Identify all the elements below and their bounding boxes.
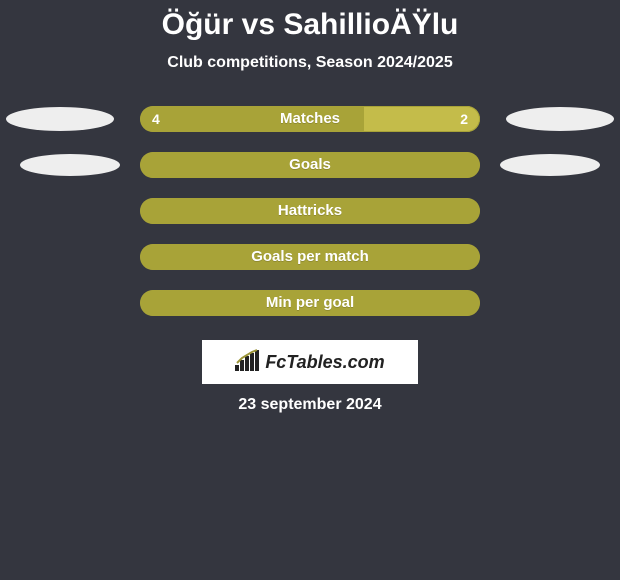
stat-bar: Hattricks (140, 198, 480, 224)
left-ellipse (6, 107, 114, 131)
stat-label: Min per goal (266, 290, 354, 316)
stat-row: Goals per match (0, 234, 620, 280)
stat-row: Hattricks (0, 188, 620, 234)
page-subtitle: Club competitions, Season 2024/2025 (0, 54, 620, 72)
stat-right-value: 2 (460, 106, 468, 132)
stat-bar: Goals per match (140, 244, 480, 270)
stat-bar: Goals (140, 152, 480, 178)
logo-icon (235, 349, 261, 376)
comparison-chart: 4 2 Matches Goals Hattricks Goals per match Mi… (0, 96, 620, 326)
logo-container: FcTables.com (202, 340, 418, 384)
right-ellipse (506, 107, 614, 131)
stat-row: Goals (0, 142, 620, 188)
date-label: 23 september 2024 (0, 396, 620, 414)
left-ellipse (20, 154, 120, 176)
stat-bar: 4 2 Matches (140, 106, 480, 132)
stat-label: Goals (289, 152, 331, 178)
stat-label: Hattricks (278, 198, 342, 224)
stat-label: Matches (280, 106, 340, 132)
stat-bar: Min per goal (140, 290, 480, 316)
right-ellipse (500, 154, 600, 176)
stat-row: 4 2 Matches (0, 96, 620, 142)
stat-label: Goals per match (251, 244, 369, 270)
logo-text: FcTables.com (265, 352, 384, 373)
stat-row: Min per goal (0, 280, 620, 326)
stat-left-value: 4 (152, 106, 160, 132)
page-title: Öğür vs SahillioÄŸlu (0, 0, 620, 42)
